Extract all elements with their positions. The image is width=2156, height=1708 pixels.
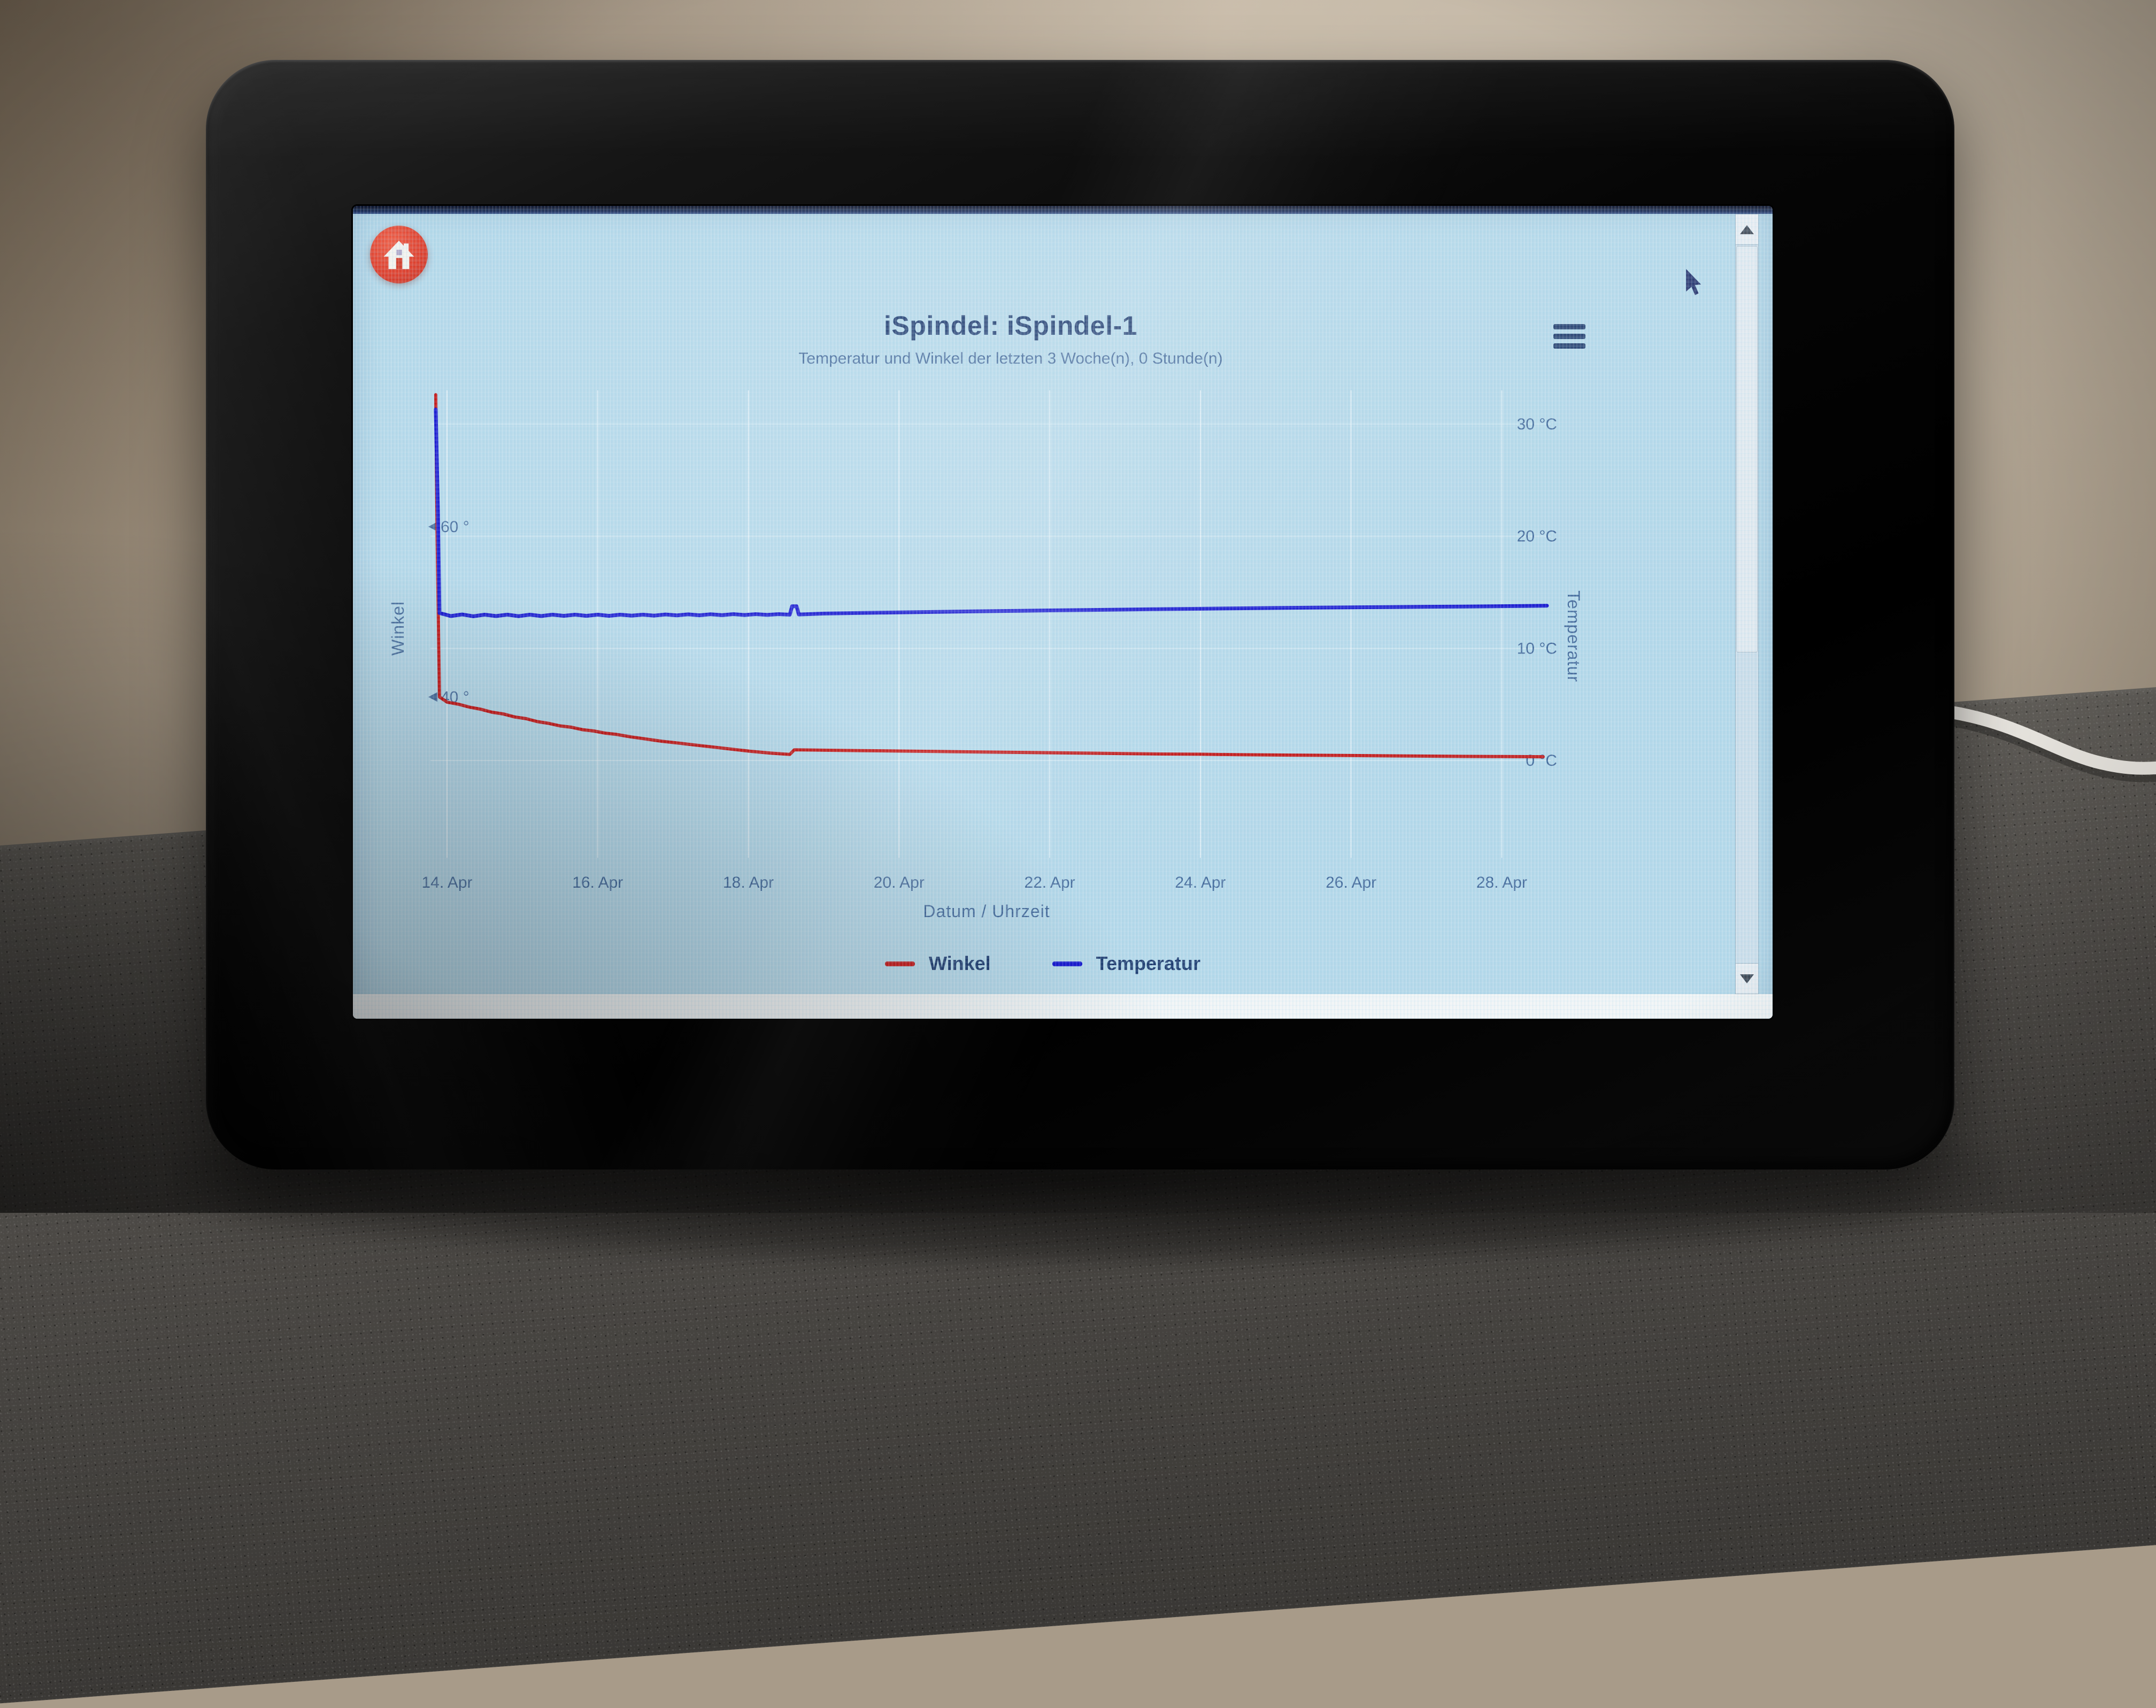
right-tick-label: 30 °C	[1517, 416, 1557, 433]
winkel-line-swatch	[884, 961, 915, 966]
triangle-down-icon	[1740, 974, 1754, 983]
scrollbar-thumb[interactable]	[1736, 246, 1758, 652]
scrollbar[interactable]	[1735, 214, 1759, 994]
x-tick-label: 28. Apr	[1476, 874, 1527, 891]
y-axis-label-right: Temperatur	[1564, 590, 1583, 682]
x-tick-label: 20. Apr	[874, 874, 925, 891]
arrow-cursor-icon	[1686, 269, 1701, 295]
scroll-down-button[interactable]	[1735, 963, 1759, 994]
screen: iSpindel: iSpindel-1 Temperatur und Wink…	[353, 206, 1773, 1019]
series-line-winkel	[434, 393, 1545, 759]
scroll-up-button[interactable]	[1735, 214, 1759, 245]
y-axis-label-left: Winkel	[388, 601, 407, 656]
left-tick-label: 60 °	[441, 518, 469, 536]
chart-legend: Winkel Temperatur	[353, 952, 1732, 975]
legend-label: Winkel	[928, 952, 991, 974]
series-line-temperatur	[434, 407, 1549, 618]
legend-item-winkel[interactable]: Winkel	[884, 952, 991, 975]
x-tick-label: 22. Apr	[1025, 874, 1075, 891]
x-tick-label: 26. Apr	[1326, 874, 1376, 891]
legend-item-temperatur[interactable]: Temperatur	[1052, 952, 1200, 975]
right-tick-label: 0 °C	[1526, 752, 1557, 770]
chart: 14. Apr 16. Apr 18. Apr 20. Apr 22. Apr 24. A…	[388, 390, 1583, 921]
x-tick-label: 14. Apr	[421, 874, 472, 891]
page-bottom-gap	[353, 994, 1773, 1019]
tablet-device: iSpindel: iSpindel-1 Temperatur und Wink…	[206, 60, 1954, 1170]
x-tick-label: 18. Apr	[723, 874, 774, 891]
right-tick-label: 20 °C	[1517, 528, 1557, 545]
triangle-up-icon	[1740, 225, 1754, 234]
x-tick-label: 24. Apr	[1175, 874, 1226, 891]
x-axis-title: Datum / Uhrzeit	[923, 902, 1050, 921]
mouse-cursor	[1686, 269, 1701, 295]
right-tick-label: 10 °C	[1517, 640, 1557, 657]
x-tick-label: 16. Apr	[572, 874, 623, 891]
left-tick-marker-icon	[428, 692, 437, 702]
temperatur-line-swatch	[1052, 961, 1082, 966]
legend-label: Temperatur	[1096, 952, 1201, 974]
